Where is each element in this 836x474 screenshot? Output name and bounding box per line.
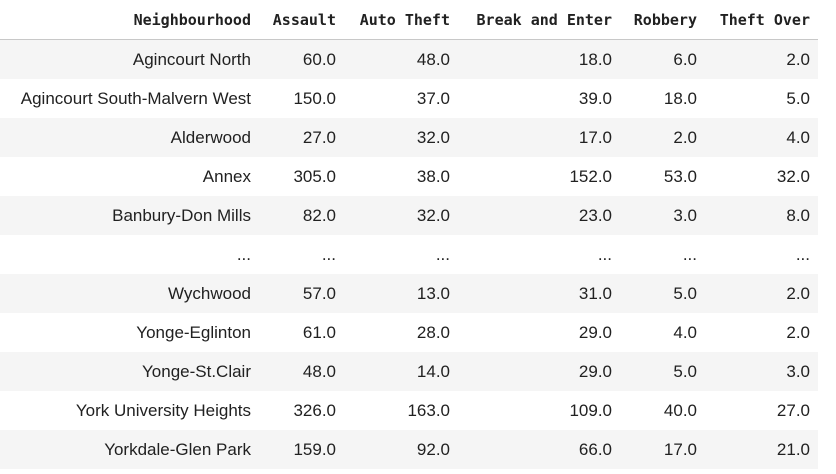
cell-robbery: 53.0 [620,157,705,196]
cell-break-and-enter: 66.0 [458,430,620,469]
cell-theft-over: 27.0 [705,391,818,430]
cell-break-and-enter: 109.0 [458,391,620,430]
table-row: .................. [0,235,818,274]
cell-robbery: ... [620,235,705,274]
table-row: Wychwood 57.0 13.0 31.0 5.0 2.0 [0,274,818,313]
cell-break-and-enter: 23.0 [458,196,620,235]
cell-theft-over: 32.0 [705,157,818,196]
header-neighbourhood: Neighbourhood [0,0,259,40]
cell-neighbourhood: Alderwood [0,118,259,157]
cell-neighbourhood: Agincourt North [0,39,259,79]
cell-auto-theft: 32.0 [344,196,458,235]
table-header: Neighbourhood Assault Auto Theft Break a… [0,0,818,40]
cell-theft-over: 21.0 [705,430,818,469]
table-row: Yonge-St.Clair 48.0 14.0 29.0 5.0 3.0 [0,352,818,391]
cell-robbery: 5.0 [620,274,705,313]
cell-assault: 326.0 [259,391,344,430]
cell-robbery: 6.0 [620,39,705,79]
cell-auto-theft: ... [344,235,458,274]
cell-assault: 305.0 [259,157,344,196]
cell-assault: 159.0 [259,430,344,469]
cell-neighbourhood: ... [0,235,259,274]
cell-robbery: 4.0 [620,313,705,352]
cell-auto-theft: 163.0 [344,391,458,430]
cell-theft-over: 5.0 [705,79,818,118]
cell-neighbourhood: Wychwood [0,274,259,313]
table-row: Yorkdale-Glen Park 159.0 92.0 66.0 17.0 21.0 [0,430,818,469]
cell-assault: 61.0 [259,313,344,352]
cell-assault: 60.0 [259,39,344,79]
cell-neighbourhood: Agincourt South-Malvern West [0,79,259,118]
cell-assault: 82.0 [259,196,344,235]
cell-auto-theft: 32.0 [344,118,458,157]
cell-auto-theft: 13.0 [344,274,458,313]
cell-break-and-enter: ... [458,235,620,274]
cell-auto-theft: 14.0 [344,352,458,391]
cell-robbery: 40.0 [620,391,705,430]
cell-theft-over: ... [705,235,818,274]
table-row: York University Heights 326.0 163.0 109.0 40… [0,391,818,430]
cell-break-and-enter: 18.0 [458,39,620,79]
table-row: Alderwood 27.0 32.0 17.0 2.0 4.0 [0,118,818,157]
cell-neighbourhood: Annex [0,157,259,196]
cell-robbery: 17.0 [620,430,705,469]
cell-break-and-enter: 29.0 [458,313,620,352]
cell-assault: 150.0 [259,79,344,118]
cell-auto-theft: 38.0 [344,157,458,196]
cell-robbery: 5.0 [620,352,705,391]
cell-robbery: 3.0 [620,196,705,235]
cell-neighbourhood: Banbury-Don Mills [0,196,259,235]
cell-auto-theft: 28.0 [344,313,458,352]
table-row: Agincourt South-Malvern West 150.0 37.0 39.… [0,79,818,118]
cell-break-and-enter: 31.0 [458,274,620,313]
cell-neighbourhood: Yonge-Eglinton [0,313,259,352]
cell-auto-theft: 92.0 [344,430,458,469]
cell-break-and-enter: 39.0 [458,79,620,118]
cell-assault: 48.0 [259,352,344,391]
cell-break-and-enter: 152.0 [458,157,620,196]
table-row: Agincourt North 60.0 48.0 18.0 6.0 2.0 [0,39,818,79]
cell-auto-theft: 48.0 [344,39,458,79]
header-robbery: Robbery [620,0,705,40]
cell-neighbourhood: Yorkdale-Glen Park [0,430,259,469]
cell-theft-over: 8.0 [705,196,818,235]
cell-robbery: 18.0 [620,79,705,118]
cell-theft-over: 4.0 [705,118,818,157]
header-theft-over: Theft Over [705,0,818,40]
cell-assault: 27.0 [259,118,344,157]
header-assault: Assault [259,0,344,40]
cell-assault: 57.0 [259,274,344,313]
header-row: Neighbourhood Assault Auto Theft Break a… [0,0,818,40]
cell-theft-over: 2.0 [705,313,818,352]
table-body: Agincourt North 60.0 48.0 18.0 6.0 2.0 Agincou… [0,39,818,469]
dataframe-table: Neighbourhood Assault Auto Theft Break a… [0,0,818,469]
cell-assault: ... [259,235,344,274]
cell-neighbourhood: York University Heights [0,391,259,430]
cell-robbery: 2.0 [620,118,705,157]
cell-theft-over: 2.0 [705,274,818,313]
header-break-and-enter: Break and Enter [458,0,620,40]
cell-break-and-enter: 17.0 [458,118,620,157]
cell-break-and-enter: 29.0 [458,352,620,391]
cell-theft-over: 3.0 [705,352,818,391]
cell-auto-theft: 37.0 [344,79,458,118]
table-row: Annex 305.0 38.0 152.0 53.0 32.0 [0,157,818,196]
table-row: Yonge-Eglinton 61.0 28.0 29.0 4.0 2.0 [0,313,818,352]
cell-theft-over: 2.0 [705,39,818,79]
table-row: Banbury-Don Mills 82.0 32.0 23.0 3.0 8.0 [0,196,818,235]
header-auto-theft: Auto Theft [344,0,458,40]
cell-neighbourhood: Yonge-St.Clair [0,352,259,391]
